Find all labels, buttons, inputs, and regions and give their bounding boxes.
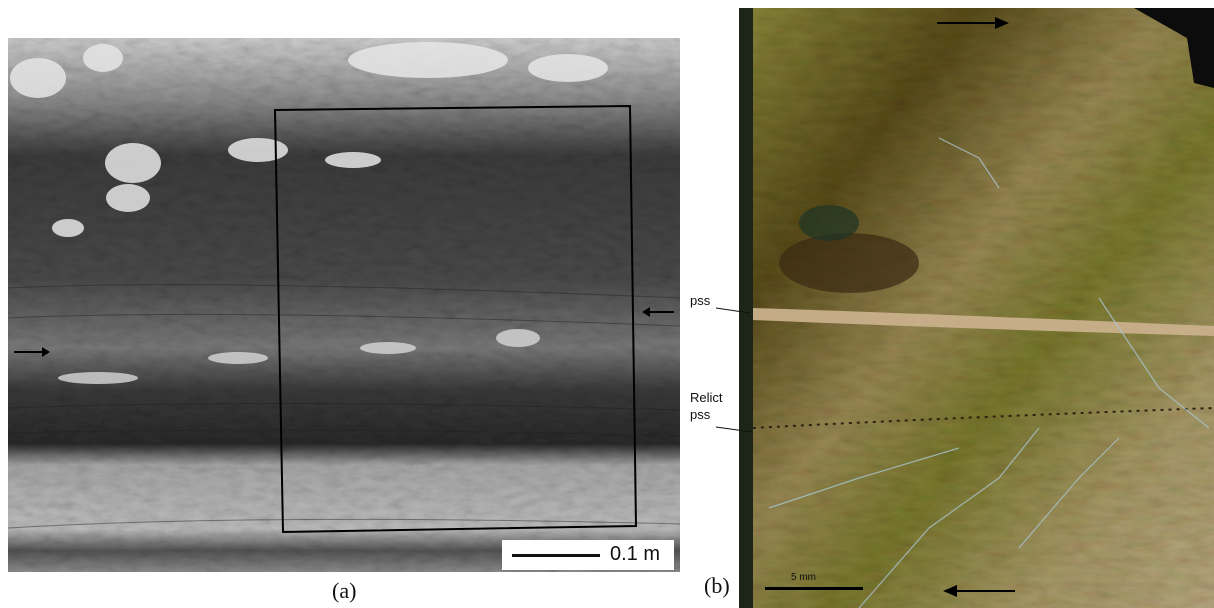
scale-bar-b-line bbox=[765, 587, 863, 590]
light-clasts bbox=[10, 42, 608, 237]
foliation-lines bbox=[8, 284, 680, 529]
label-pss: pss bbox=[690, 293, 711, 308]
dark-patch bbox=[779, 233, 919, 293]
photo-panel-b: 5 mm bbox=[739, 8, 1214, 608]
outcrop-photo bbox=[8, 38, 680, 572]
label-relict-line2: pss bbox=[690, 407, 711, 422]
rock-texture bbox=[8, 38, 680, 572]
caption-a: (a) bbox=[332, 578, 357, 603]
scale-label-a: 0.1 m bbox=[610, 543, 661, 565]
photo-panel-a: 0.1 m bbox=[8, 38, 680, 572]
slab-texture bbox=[739, 8, 1214, 608]
green-patch bbox=[799, 205, 859, 241]
scale-bar-line bbox=[512, 554, 600, 557]
caption-b: (b) bbox=[704, 573, 730, 598]
shear-arrow-bottom bbox=[943, 585, 1015, 597]
shear-arrow-right bbox=[14, 347, 50, 357]
label-relict-line1: Relict bbox=[690, 390, 723, 405]
shear-arrow-left bbox=[642, 307, 674, 317]
slab-corner-dark bbox=[1134, 8, 1214, 88]
scale-label-b: 5 mm bbox=[791, 572, 816, 583]
detail-rectangle bbox=[273, 104, 638, 534]
thin-section-photo bbox=[739, 8, 1214, 608]
pss-band bbox=[753, 308, 1214, 336]
relict-pss-line bbox=[752, 407, 1214, 429]
slab-edge-left bbox=[739, 8, 753, 608]
scale-bar-a: 0.1 m bbox=[502, 540, 674, 570]
shear-arrow-top bbox=[937, 17, 1009, 29]
light-lenses bbox=[58, 329, 540, 384]
veins bbox=[768, 137, 1210, 608]
